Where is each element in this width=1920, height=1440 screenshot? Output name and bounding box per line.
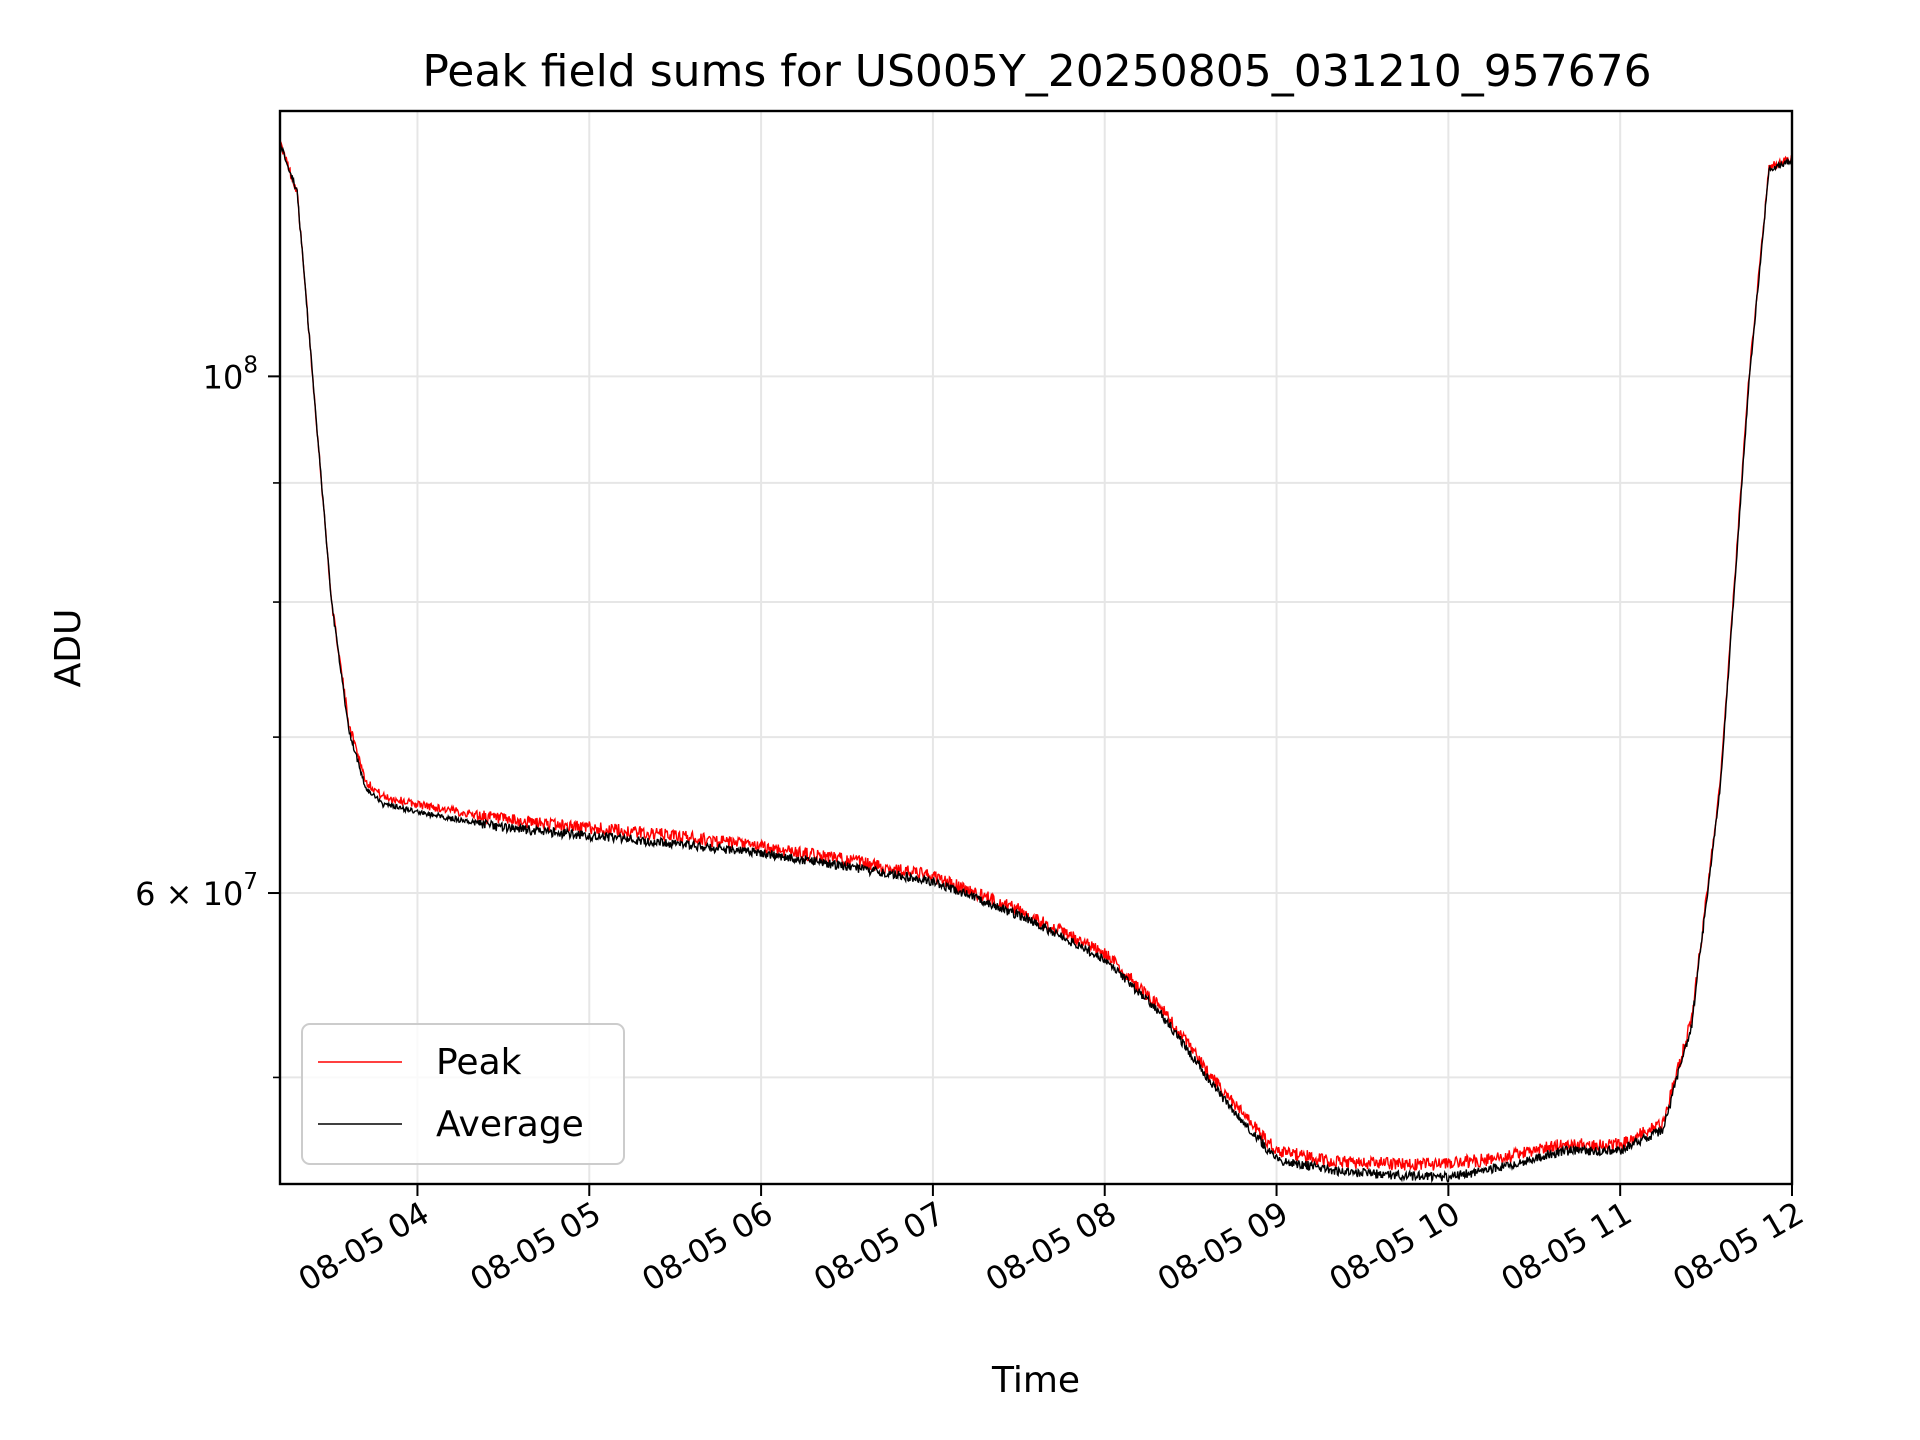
y-tick-mantissa: 6 × (135, 875, 203, 913)
x-gridlines (416, 111, 1793, 1184)
x-tick-label: 08-05 07 (807, 1194, 951, 1299)
y-tick-base: 10 (203, 875, 244, 913)
series-line-average (280, 142, 1792, 1184)
x-tick-label: 08-05 09 (1151, 1194, 1295, 1299)
chart-title: Peak field sums for US005Y_20250805_0312… (422, 46, 1651, 97)
x-tick-label: 08-05 04 (292, 1194, 436, 1299)
x-tick-label: 08-05 12 (1666, 1194, 1810, 1299)
plot-series (280, 141, 1792, 1184)
series-line-peak (280, 141, 1792, 1172)
y-tick-exponent: 7 (243, 869, 258, 895)
x-tick-label: 08-05 10 (1323, 1194, 1467, 1299)
y-tick-exponent: 8 (243, 352, 258, 378)
x-tick-label: 08-05 11 (1495, 1194, 1639, 1299)
y-tick-base: 10 (203, 358, 244, 396)
x-tick-label: 08-05 05 (464, 1194, 608, 1299)
x-tick-label: 08-05 08 (979, 1194, 1123, 1299)
y-tick-label: 6 × 107 (135, 869, 258, 913)
x-tick-label: 08-05 06 (635, 1194, 779, 1299)
legend-box (301, 1023, 625, 1165)
legend: Peak Average (301, 1023, 625, 1165)
plot-frame (278, 109, 1794, 1186)
x-axis-label: Time (991, 1360, 1080, 1401)
x-axis-ticks: 08-05 04 08-05 05 08-05 06 08-05 07 08-05 08… (292, 1184, 1810, 1299)
legend-label-average: Average (436, 1104, 584, 1145)
legend-label-peak: Peak (436, 1042, 522, 1083)
y-tick-label: 108 (203, 352, 258, 396)
y-axis-label: ADU (48, 609, 89, 688)
y-gridlines (280, 375, 1792, 1079)
